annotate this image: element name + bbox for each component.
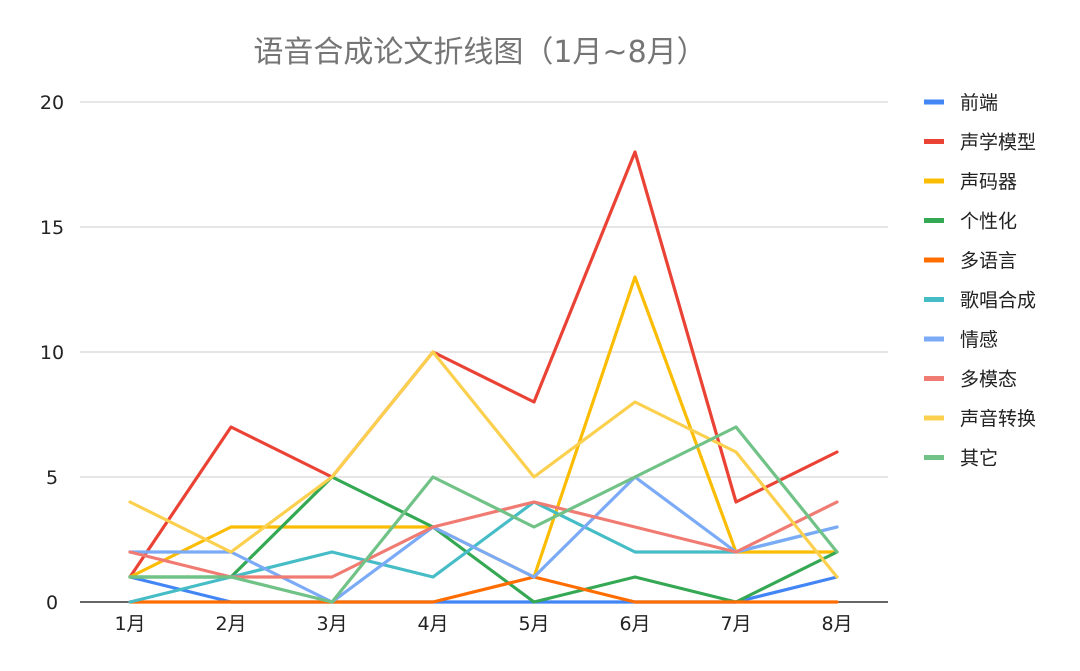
legend-label: 其它: [960, 448, 998, 470]
series-line: [128, 350, 839, 579]
series-line: [128, 500, 839, 604]
legend-label: 多模态: [960, 369, 1017, 391]
series-line: [128, 575, 839, 604]
x-tick-label: 7月: [720, 613, 751, 635]
series-lines: [128, 150, 839, 604]
legend-label: 前端: [960, 92, 998, 114]
y-tick-label: 20: [40, 92, 64, 114]
x-tick-label: 2月: [215, 613, 246, 635]
gridlines: [80, 101, 888, 603]
series-line: [128, 275, 839, 579]
y-tick-label: 0: [46, 592, 58, 614]
x-tick-label: 1月: [114, 613, 145, 635]
x-tick-label: 5月: [518, 613, 549, 635]
y-tick-label: 10: [40, 342, 64, 364]
legend-label: 多语言: [960, 250, 1017, 272]
x-tick-label: 3月: [316, 613, 347, 635]
y-axis-ticks: 0 5 10 15 20: [40, 92, 64, 614]
chart-title: 语音合成论文折线图（1月~8月）: [253, 35, 706, 70]
x-tick-label: 8月: [821, 613, 852, 635]
legend-label: 情感: [960, 329, 998, 351]
x-axis-ticks: 1月 2月 3月 4月 5月 6月 7月 8月: [114, 613, 852, 635]
x-tick-label: 4月: [417, 613, 448, 635]
x-tick-label: 6月: [619, 613, 650, 635]
legend-label: 声学模型: [960, 132, 1036, 154]
legend-label: 声码器: [960, 171, 1017, 193]
legend-label: 个性化: [960, 211, 1017, 233]
series-line: [128, 500, 839, 579]
series-line: [128, 475, 839, 604]
legend-label: 歌唱合成: [960, 290, 1036, 312]
legend-label: 声音转换: [960, 408, 1036, 430]
series-line: [128, 425, 839, 604]
y-tick-label: 5: [46, 467, 58, 489]
y-tick-label: 15: [40, 217, 64, 239]
